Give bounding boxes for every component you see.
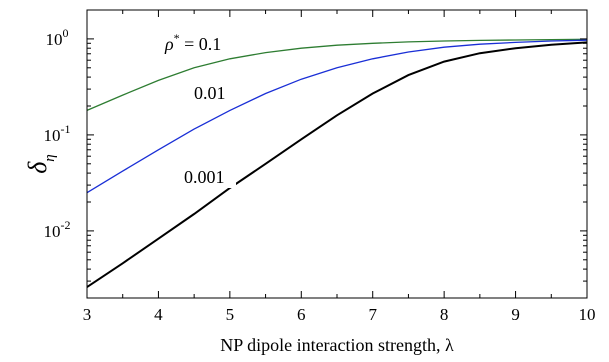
- series-line-0.001: [86, 41, 588, 288]
- curves: [86, 38, 588, 288]
- rho-superscript: *: [174, 31, 180, 45]
- series-label-0.001: 0.001: [184, 167, 225, 187]
- y-axis-delta: δ: [23, 161, 52, 174]
- label-bg-0.01: [190, 80, 234, 104]
- x-tick-label: 4: [154, 305, 163, 324]
- rho-label: ρ* = 0.1: [164, 31, 221, 54]
- rho-value: = 0.1: [180, 34, 222, 54]
- x-tick-label: 8: [440, 305, 449, 324]
- x-axis-ticks: 3 4 5 6 7 8 9 10: [83, 10, 596, 324]
- annotations: ρ* = 0.1 0.01 0.001: [158, 28, 240, 188]
- series-line-0.01: [86, 39, 588, 194]
- y-tick-label: 10-1: [44, 122, 71, 145]
- y-axis-title: δη: [23, 154, 58, 174]
- x-tick-label: 5: [226, 305, 235, 324]
- y-axis-subscript: η: [42, 154, 58, 161]
- label-bg-0.001: [180, 164, 236, 188]
- y-axis-ticks: 100 10-1 10-2: [44, 9, 587, 299]
- y-tick-label: 10-2: [44, 218, 71, 241]
- series-label-0.01: 0.01: [194, 83, 226, 103]
- x-tick-label: 10: [579, 305, 596, 324]
- x-tick-label: 6: [297, 305, 306, 324]
- x-axis-title: NP dipole interaction strength, λ: [220, 335, 454, 355]
- label-bg-0.1: [158, 28, 240, 54]
- y-tick-label: 100: [46, 26, 69, 49]
- x-tick-label: 9: [511, 305, 520, 324]
- x-tick-label: 3: [83, 305, 92, 324]
- x-tick-label: 7: [368, 305, 377, 324]
- series-line-0.1: [86, 38, 588, 111]
- rho-symbol: ρ: [164, 34, 174, 54]
